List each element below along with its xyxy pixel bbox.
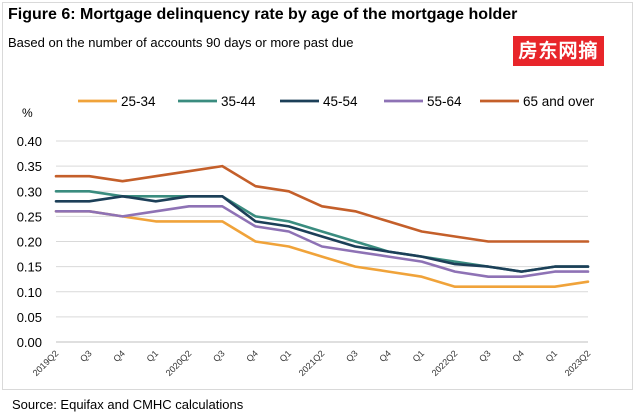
- legend-label: 65 and over: [523, 94, 595, 109]
- y-tick-label: 0.40: [17, 134, 42, 149]
- x-tick-label: Q4: [111, 348, 127, 364]
- x-tick-label: 2020Q2: [164, 348, 194, 378]
- x-tick-label: Q3: [78, 348, 94, 364]
- y-tick-label: 0.15: [17, 260, 42, 275]
- chart-frame: [2, 2, 633, 390]
- legend-label: 45-54: [323, 94, 358, 109]
- x-tick-label: Q1: [411, 348, 427, 364]
- x-tick-label: Q4: [377, 348, 393, 364]
- x-tick-label: Q1: [544, 348, 560, 364]
- x-tick-label: 2019Q2: [31, 348, 61, 378]
- series-line-45-54: [54, 195, 590, 273]
- source-note: Source: Equifax and CMHC calculations: [12, 397, 244, 412]
- y-tick-label: 0.30: [17, 184, 42, 199]
- y-tick-label: 0.00: [17, 335, 42, 350]
- x-tick-label: Q3: [344, 348, 360, 364]
- series-line-55-64: [54, 205, 590, 279]
- x-tick-label: Q3: [211, 348, 227, 364]
- watermark-logo: 房东网摘: [513, 36, 604, 66]
- x-tick-label: Q1: [278, 348, 294, 364]
- series-line-65-and-over: [54, 164, 590, 243]
- x-tick-label: 2021Q2: [297, 348, 327, 378]
- series-line-35-44: [54, 190, 590, 273]
- chart-subtitle: Based on the number of accounts 90 days …: [8, 35, 354, 50]
- legend-label: 25-34: [121, 94, 156, 109]
- y-tick-label: 0.35: [17, 159, 42, 174]
- x-tick-label: 2023Q2: [563, 348, 593, 378]
- x-tick-label: Q4: [244, 348, 260, 364]
- legend-label: 35-44: [221, 94, 256, 109]
- x-tick-label: 2022Q2: [430, 348, 460, 378]
- y-tick-label: 0.20: [17, 235, 42, 250]
- y-tick-label: 0.05: [17, 310, 42, 325]
- legend-label: 55-64: [427, 94, 462, 109]
- y-tick-label: 0.10: [17, 285, 42, 300]
- y-tick-label: 0.25: [17, 209, 42, 224]
- y-axis-label: %: [22, 106, 33, 120]
- series-line-25-34: [54, 210, 590, 289]
- x-tick-label: Q3: [477, 348, 493, 364]
- legend: 25-34 35-44 45-54 55-64 65 and over: [78, 94, 595, 109]
- x-tick-label: Q1: [145, 348, 161, 364]
- x-tick-label: Q4: [510, 348, 526, 364]
- chart-title: Figure 6: Mortgage delinquency rate by a…: [8, 6, 518, 23]
- series-lines: [54, 164, 590, 289]
